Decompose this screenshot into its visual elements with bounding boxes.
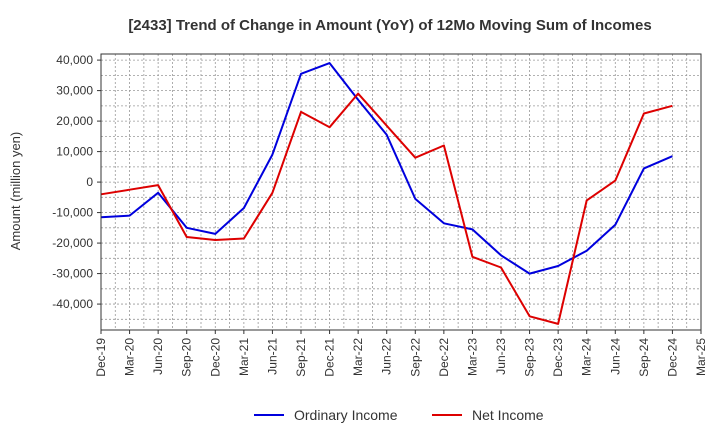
x-tick-label: Dec-20 — [208, 338, 222, 377]
x-tick-label: Dec-22 — [437, 338, 451, 377]
y-tick-label: 30,000 — [56, 84, 93, 98]
x-tick-label: Jun-24 — [608, 338, 622, 375]
x-tick-label: Jun-20 — [151, 338, 165, 375]
y-axis-label: Amount (million yen) — [8, 132, 23, 251]
legend-label: Net Income — [472, 407, 544, 423]
x-tick-label: Dec-21 — [323, 338, 337, 377]
chart-title: [2433] Trend of Change in Amount (YoY) o… — [128, 17, 651, 34]
x-tick-label: Sep-24 — [637, 338, 651, 377]
grid — [100, 54, 702, 330]
x-tick-label: Sep-23 — [523, 338, 537, 377]
y-tick-label: 0 — [86, 175, 93, 189]
series-line-ordinary-income — [100, 62, 673, 275]
y-tick-label: -30,000 — [52, 267, 93, 281]
y-tick-label: -10,000 — [52, 206, 93, 220]
x-tick-label: Mar-22 — [351, 338, 365, 376]
x-tick-label: Mar-21 — [237, 338, 251, 376]
x-tick-label: Jun-23 — [494, 338, 508, 375]
series-line-net-income — [100, 92, 673, 325]
y-axis-ticks: 40,000 30,000 20,000 10,000 0 -10,000 -20,000 -… — [52, 53, 101, 311]
x-tick-label: Mar-20 — [123, 338, 137, 376]
x-tick-label: Sep-22 — [408, 338, 422, 377]
y-tick-label: 10,000 — [56, 145, 93, 159]
x-tick-label: Sep-21 — [294, 338, 308, 377]
y-tick-label: -20,000 — [52, 236, 93, 250]
x-tick-label: Jun-22 — [380, 338, 394, 375]
series-group — [100, 62, 673, 325]
y-tick-label: 40,000 — [56, 53, 93, 67]
x-tick-label: Dec-19 — [94, 338, 108, 377]
x-tick-label: Mar-23 — [465, 338, 479, 376]
x-tick-label: Mar-25 — [694, 338, 708, 376]
x-tick-label: Sep-20 — [180, 338, 194, 377]
plot-frame — [100, 53, 702, 331]
x-tick-label: Mar-24 — [580, 338, 594, 376]
x-tick-label: Jun-21 — [265, 338, 279, 375]
legend: Ordinary Income Net Income — [254, 407, 544, 423]
x-axis-ticks: Dec-19 Mar-20 Jun-20 Sep-20 Dec-20 Mar-21 Jun-… — [94, 330, 708, 377]
y-tick-label: -40,000 — [52, 297, 93, 311]
legend-label: Ordinary Income — [294, 407, 398, 423]
x-tick-label: Dec-23 — [551, 338, 565, 377]
y-tick-label: 20,000 — [56, 114, 93, 128]
x-tick-label: Dec-24 — [665, 338, 679, 377]
